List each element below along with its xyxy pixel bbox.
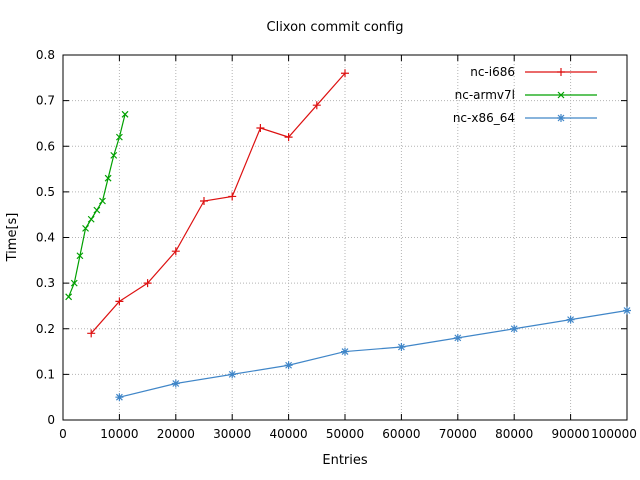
grid-lines bbox=[62, 54, 628, 421]
y-tick-label: 0.4 bbox=[36, 231, 55, 245]
x-tick-label: 60000 bbox=[382, 427, 420, 441]
legend-item-nc-i686: nc-i686 bbox=[470, 65, 597, 79]
legend-marker bbox=[557, 68, 565, 76]
y-tick-label: 0.6 bbox=[36, 139, 55, 153]
x-tick-label: 10000 bbox=[100, 427, 138, 441]
legend-item-nc-x86_64: nc-x86_64 bbox=[453, 111, 597, 125]
x-axis-label: Entries bbox=[322, 453, 368, 468]
y-axis-label: Time[s] bbox=[5, 213, 20, 263]
x-tick-label: 30000 bbox=[213, 427, 251, 441]
y-tick-label: 0.2 bbox=[36, 322, 55, 336]
legend-label: nc-i686 bbox=[470, 65, 515, 79]
series-nc-i686 bbox=[87, 69, 349, 338]
legend-marker bbox=[557, 91, 565, 99]
series-nc-x86_64 bbox=[115, 306, 631, 402]
x-tick-label: 70000 bbox=[439, 427, 477, 441]
axes: 0 0.1 0.2 0.3 0.4 0.5 0.6 0.7 0.8 0 10000 20000 3000… bbox=[36, 48, 637, 441]
series-nc-armv7l bbox=[65, 110, 129, 301]
y-tick-label: 0.3 bbox=[36, 276, 55, 290]
y-tick-label: 0.8 bbox=[36, 48, 55, 62]
x-tick-label: 80000 bbox=[495, 427, 533, 441]
plot-area: 0 0.1 0.2 0.3 0.4 0.5 0.6 0.7 0.8 0 10000 20000 3000… bbox=[36, 48, 637, 441]
y-tick-label: 0.5 bbox=[36, 185, 55, 199]
x-tick-label: 40000 bbox=[270, 427, 308, 441]
x-tick-label: 50000 bbox=[326, 427, 364, 441]
legend: nc-i686 nc-armv7l nc-x86_64 bbox=[453, 65, 597, 125]
y-tick-label: 0 bbox=[47, 413, 55, 427]
y-tick-label: 0.7 bbox=[36, 94, 55, 108]
x-tick-label: 0 bbox=[59, 427, 67, 441]
chart-title: Clixon commit config bbox=[267, 20, 404, 35]
legend-marker bbox=[557, 114, 565, 122]
x-tick-label: 20000 bbox=[157, 427, 195, 441]
x-tick-label: 90000 bbox=[552, 427, 590, 441]
legend-label: nc-armv7l bbox=[455, 88, 515, 102]
x-tick-label: 100000 bbox=[591, 427, 637, 441]
legend-item-nc-armv7l: nc-armv7l bbox=[455, 88, 597, 102]
legend-label: nc-x86_64 bbox=[453, 111, 515, 125]
y-tick-label: 0.1 bbox=[36, 367, 55, 381]
